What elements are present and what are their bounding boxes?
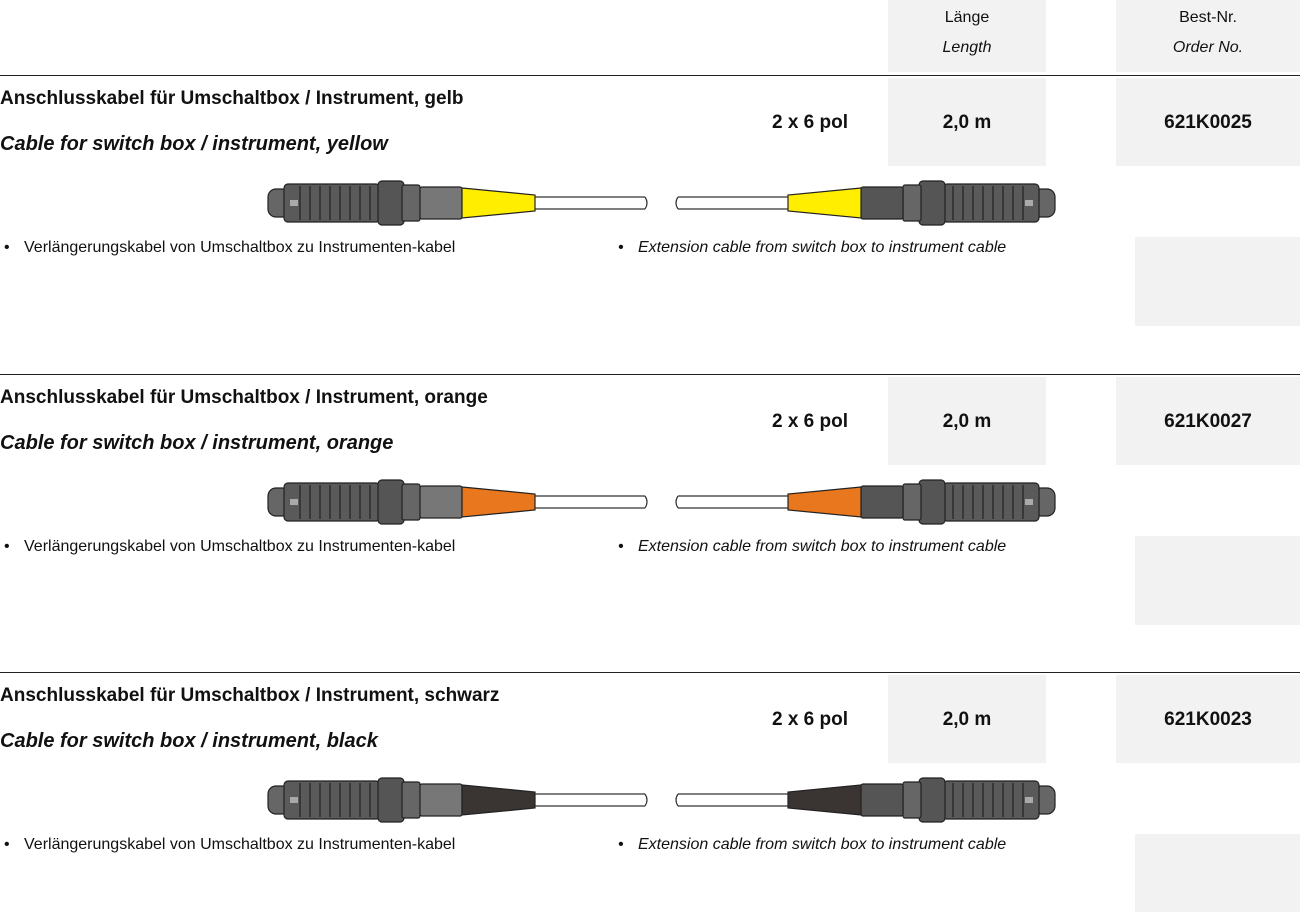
header-cell	[1116, 0, 1300, 72]
cable-image	[267, 180, 1056, 226]
order-header: Best-Nr. Order No.	[1116, 3, 1300, 63]
bullet: Verlängerungskabel von Umschaltbox zu In…	[0, 232, 554, 264]
order-no: 621K0023	[1164, 709, 1252, 730]
poles: 2 x 6 pol	[771, 112, 849, 133]
label: Länge	[944, 9, 990, 26]
subtitle: Cable for switch box / instrument, black	[0, 730, 378, 752]
order-no: 621K0027	[1164, 411, 1252, 432]
order-no: 621K0025	[1164, 112, 1252, 133]
header-cell	[888, 0, 1046, 72]
label: Length	[942, 39, 992, 56]
cell	[888, 675, 1046, 763]
length: 2,0 m	[942, 709, 992, 730]
length-header: Länge Length	[888, 3, 1046, 63]
cell	[1135, 834, 1300, 912]
length: 2,0 m	[942, 411, 992, 432]
bullet: Extension cable from switch box to instr…	[614, 531, 1068, 563]
subtitle: Cable for switch box / instrument, yello…	[0, 133, 388, 155]
bullet: Extension cable from switch box to instr…	[614, 232, 1068, 264]
label: Order No.	[1172, 39, 1244, 56]
title: Anschlusskabel für Umschaltbox / Instrum…	[0, 685, 500, 706]
cell	[1116, 78, 1300, 166]
title: Anschlusskabel für Umschaltbox / Instrum…	[0, 88, 464, 109]
cable-image	[267, 479, 1056, 525]
cell	[1135, 536, 1300, 625]
subtitle: Cable for switch box / instrument, orang…	[0, 432, 394, 454]
cell	[1135, 237, 1300, 326]
rule	[0, 374, 1300, 375]
cell	[1116, 675, 1300, 763]
bullet: Verlängerungskabel von Umschaltbox zu In…	[0, 531, 554, 563]
cell	[888, 78, 1046, 166]
length: 2,0 m	[942, 112, 992, 133]
rule	[0, 75, 1300, 76]
rule	[0, 672, 1300, 673]
cell	[1116, 377, 1300, 465]
bullet: Verlängerungskabel von Umschaltbox zu In…	[0, 829, 554, 861]
label: Best-Nr.	[1179, 9, 1237, 26]
title: Anschlusskabel für Umschaltbox / Instrum…	[0, 387, 488, 408]
cell	[888, 377, 1046, 465]
poles: 2 x 6 pol	[771, 709, 849, 730]
cable-image	[267, 777, 1056, 823]
poles: 2 x 6 pol	[771, 411, 849, 432]
bullet: Extension cable from switch box to instr…	[614, 829, 1068, 861]
